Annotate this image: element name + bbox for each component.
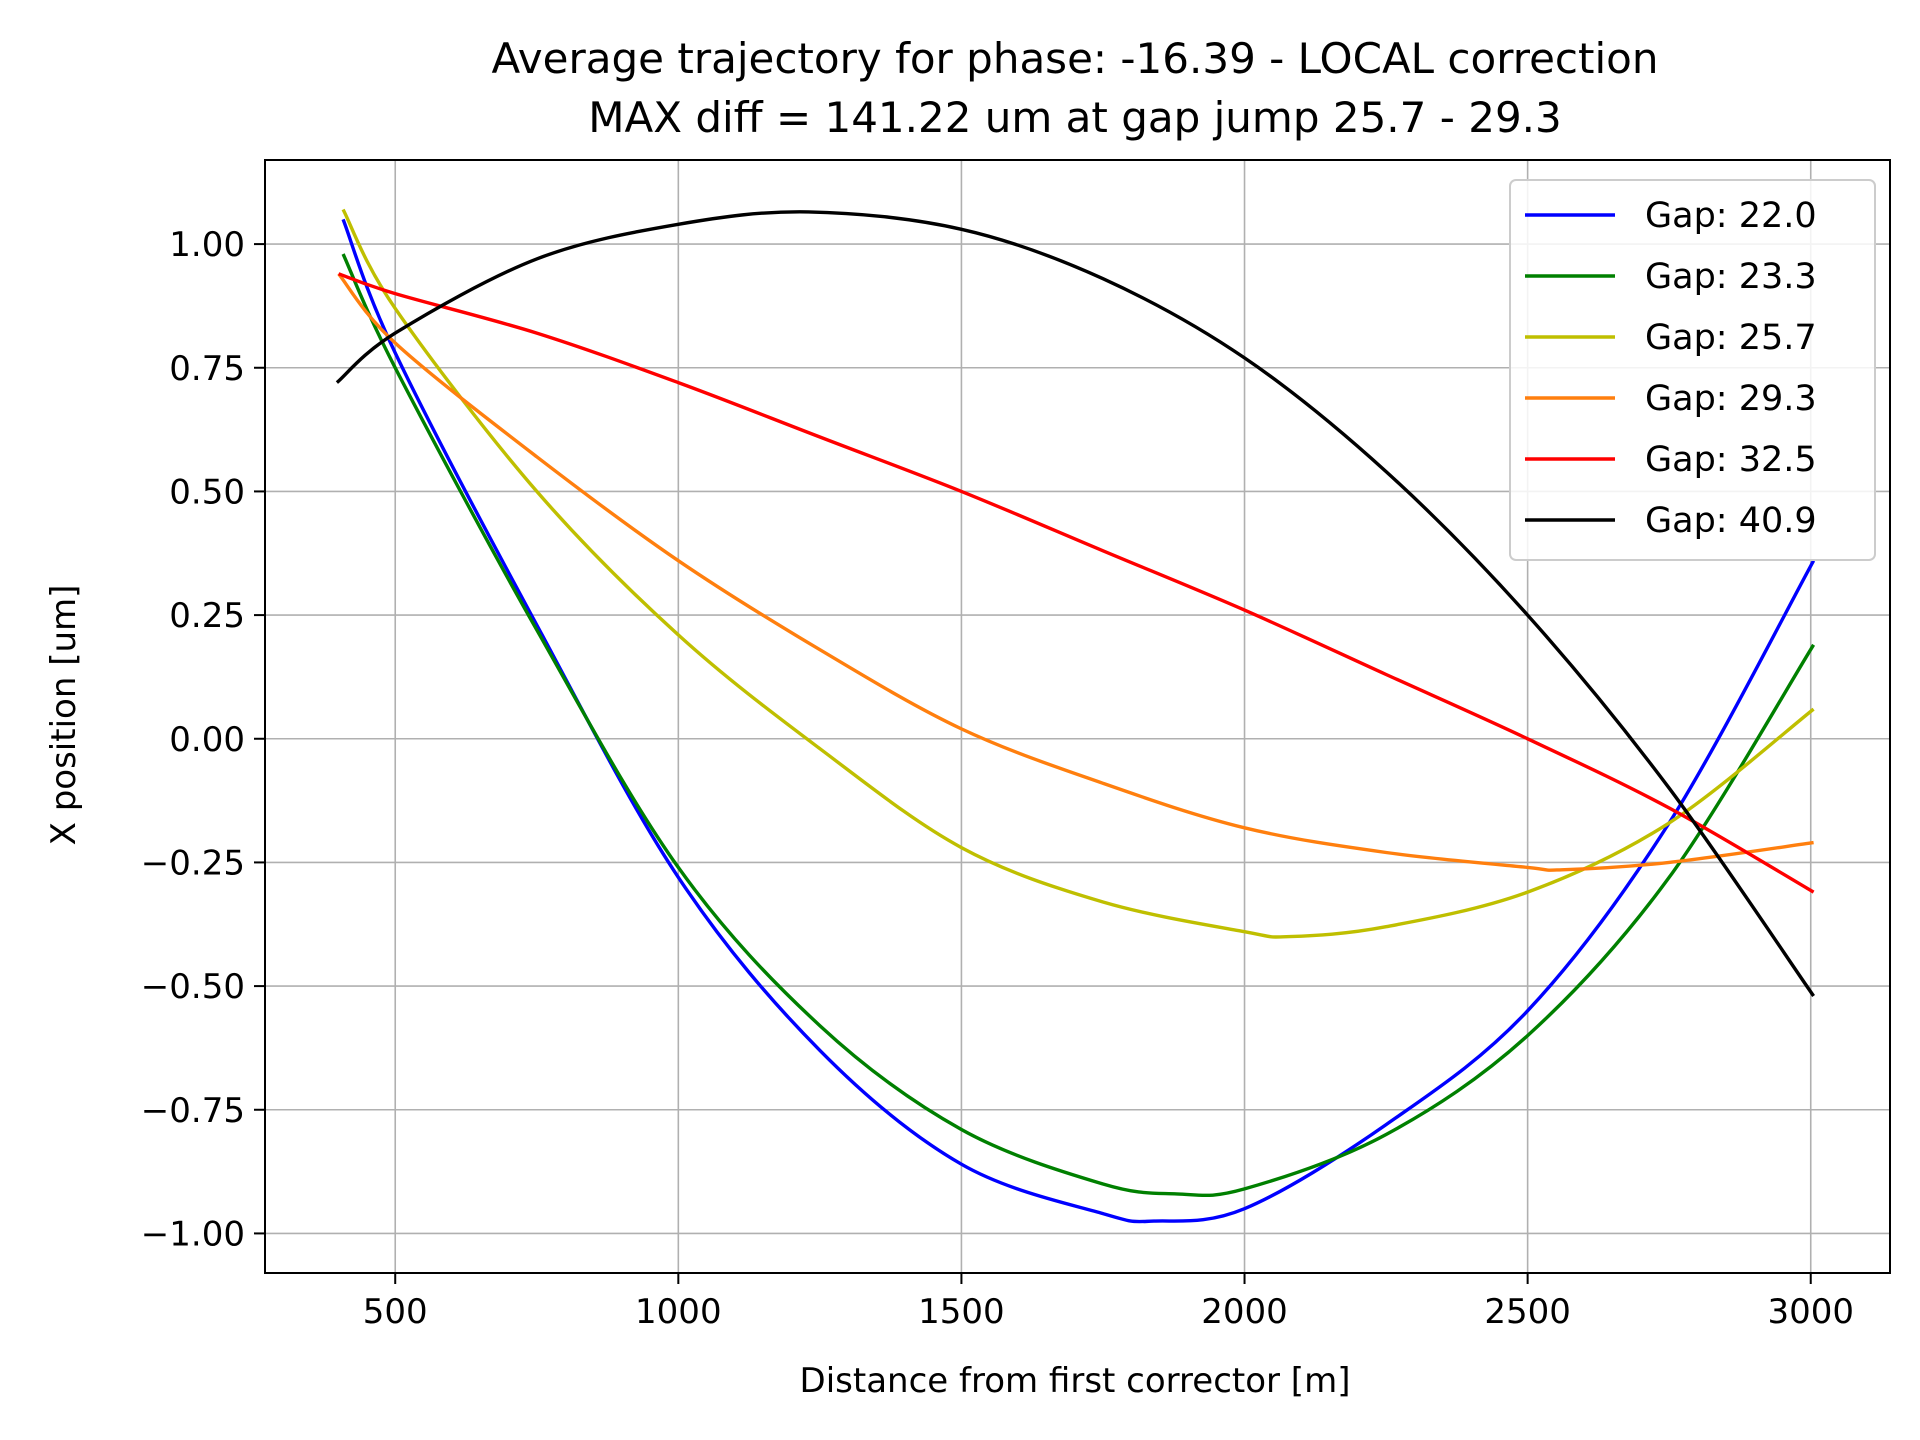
chart-title-line1: Average trajectory for phase: -16.39 - L…	[492, 34, 1659, 83]
x-tick-label: 2500	[1484, 1292, 1571, 1332]
x-tick-label: 1500	[918, 1292, 1005, 1332]
x-axis-label: Distance from first corrector [m]	[800, 1361, 1351, 1401]
y-tick-label: −1.00	[141, 1214, 245, 1254]
series-line-6	[335, 210, 1815, 997]
y-axis-label: X position [um]	[44, 585, 84, 846]
x-tick-label: 2000	[1201, 1292, 1288, 1332]
y-tick-label: −0.50	[141, 967, 245, 1007]
legend-label: Gap: 22.0	[1645, 196, 1817, 236]
y-tick-label: 0.00	[169, 720, 245, 760]
y-tick-label: 0.50	[169, 472, 245, 512]
series-line-3	[341, 208, 1815, 939]
legend: Gap: 22.0 Gap: 23.3 Gap: 25.7 Gap: 29.3 Gap:…	[1509, 179, 1876, 561]
x-tick-label: 3000	[1767, 1292, 1854, 1332]
axis-ticks: 500 1000 1500 2000 2500 3000 1.00 0.75 0.50 0.25 0…	[141, 225, 1854, 1332]
y-tick-label: −0.75	[141, 1091, 245, 1131]
series-line-5	[338, 272, 1815, 894]
x-tick-label: 1000	[635, 1292, 722, 1332]
legend-label: Gap: 25.7	[1645, 318, 1817, 358]
chart-title-line2: MAX diff = 141.22 um at gap jump 25.7 - …	[588, 93, 1562, 142]
y-tick-label: 1.00	[169, 225, 245, 265]
x-tick-label: 500	[363, 1292, 428, 1332]
series-line-2	[341, 253, 1816, 1198]
y-tick-label: −0.25	[141, 843, 245, 883]
legend-label: Gap: 32.5	[1645, 440, 1817, 480]
plot-lines	[335, 208, 1816, 1224]
legend-label: Gap: 29.3	[1645, 379, 1817, 419]
series-line-1	[341, 218, 1816, 1224]
legend-label: Gap: 23.3	[1645, 257, 1817, 297]
y-tick-label: 0.75	[169, 349, 245, 389]
legend-label: Gap: 40.9	[1645, 501, 1817, 541]
series-line-4	[337, 272, 1814, 872]
y-tick-label: 0.25	[169, 596, 245, 636]
plot-frame	[264, 159, 1891, 1274]
